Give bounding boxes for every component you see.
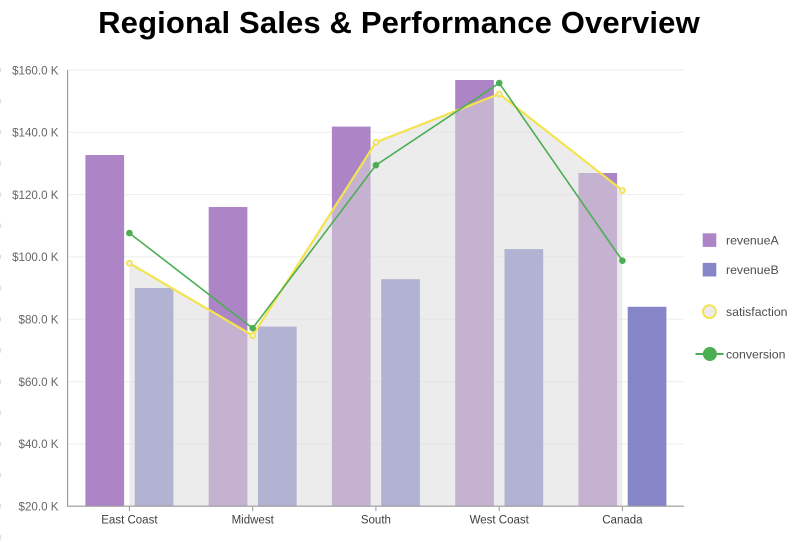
svg-text:revenueA: revenueA bbox=[726, 234, 779, 248]
svg-text:$160.0 K: $160.0 K bbox=[12, 64, 59, 77]
svg-text:$60.0 K: $60.0 K bbox=[19, 376, 59, 389]
svg-text:conversion: conversion bbox=[726, 347, 786, 361]
svg-text:$140.0 K: $140.0 K bbox=[12, 127, 59, 140]
svg-text:South: South bbox=[361, 514, 391, 526]
svg-text:$20.0 K: $20.0 K bbox=[19, 501, 59, 514]
svg-text:$40.0 K: $40.0 K bbox=[19, 438, 59, 451]
svg-text:West Coast: West Coast bbox=[470, 514, 530, 526]
svg-text:$120.0 K: $120.0 K bbox=[12, 189, 59, 202]
svg-text:satisfaction: satisfaction bbox=[726, 305, 788, 319]
svg-text:revenueB: revenueB bbox=[726, 263, 779, 277]
svg-text:$100.0 K: $100.0 K bbox=[12, 251, 59, 264]
svg-text:Midwest: Midwest bbox=[232, 514, 275, 526]
svg-text:Canada: Canada bbox=[602, 514, 643, 526]
svg-text:$80.0 K: $80.0 K bbox=[19, 314, 59, 327]
svg-text:East Coast: East Coast bbox=[101, 514, 158, 526]
svg-text:Regional Sales & Performance O: Regional Sales & Performance Overview bbox=[98, 5, 700, 40]
